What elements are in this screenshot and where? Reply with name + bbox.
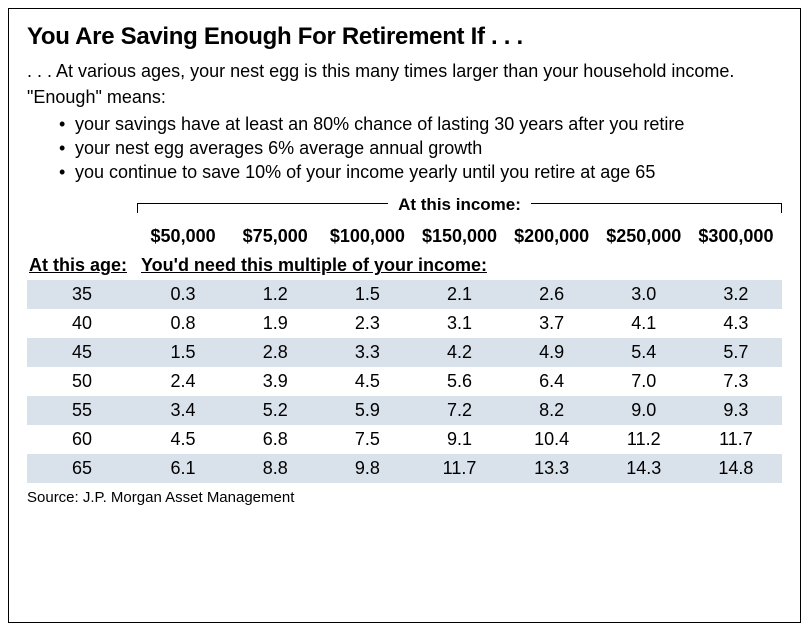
chart-title: You Are Saving Enough For Retirement If … <box>27 23 782 51</box>
savings-table: $50,000 $75,000 $100,000 $150,000 $200,0… <box>27 222 782 483</box>
value-cell: 5.9 <box>321 396 413 425</box>
value-cell: 5.2 <box>229 396 321 425</box>
value-cell: 0.8 <box>137 309 229 338</box>
value-cell: 6.8 <box>229 425 321 454</box>
value-cell: 9.0 <box>598 396 690 425</box>
age-cell: 40 <box>27 309 137 338</box>
value-cell: 9.1 <box>413 425 505 454</box>
income-col-header: $200,000 <box>506 222 598 251</box>
value-cell: 7.0 <box>598 367 690 396</box>
assumption-item: your savings have at least an 80% chance… <box>59 112 782 136</box>
value-cell: 9.8 <box>321 454 413 483</box>
value-cell: 14.8 <box>690 454 782 483</box>
value-cell: 4.1 <box>598 309 690 338</box>
value-cell: 5.4 <box>598 338 690 367</box>
income-col-header: $250,000 <box>598 222 690 251</box>
age-cell: 60 <box>27 425 137 454</box>
table-row: 451.52.83.34.24.95.45.7 <box>27 338 782 367</box>
value-cell: 2.3 <box>321 309 413 338</box>
value-cell: 3.0 <box>598 280 690 309</box>
enough-label: "Enough" means: <box>27 85 782 109</box>
value-cell: 6.4 <box>506 367 598 396</box>
value-cell: 3.7 <box>506 309 598 338</box>
intro-text: . . . At various ages, your nest egg is … <box>27 59 782 83</box>
assumption-item: you continue to save 10% of your income … <box>59 160 782 184</box>
value-cell: 5.6 <box>413 367 505 396</box>
value-cell: 8.2 <box>506 396 598 425</box>
age-cell: 45 <box>27 338 137 367</box>
value-cell: 8.8 <box>229 454 321 483</box>
value-cell: 10.4 <box>506 425 598 454</box>
value-cell: 2.6 <box>506 280 598 309</box>
value-cell: 4.9 <box>506 338 598 367</box>
income-header-rule: At this income: <box>137 198 782 218</box>
value-cell: 13.3 <box>506 454 598 483</box>
source-text: Source: J.P. Morgan Asset Management <box>27 489 782 506</box>
age-cell: 65 <box>27 454 137 483</box>
value-cell: 7.3 <box>690 367 782 396</box>
assumptions-list: your savings have at least an 80% chance… <box>27 112 782 185</box>
value-cell: 1.9 <box>229 309 321 338</box>
value-cell: 2.8 <box>229 338 321 367</box>
value-cell: 11.7 <box>690 425 782 454</box>
assumption-item: your nest egg averages 6% average annual… <box>59 136 782 160</box>
value-cell: 1.2 <box>229 280 321 309</box>
table-row: 350.31.21.52.12.63.03.2 <box>27 280 782 309</box>
income-col-header: $150,000 <box>413 222 505 251</box>
value-cell: 4.3 <box>690 309 782 338</box>
value-cell: 7.5 <box>321 425 413 454</box>
value-cell: 11.7 <box>413 454 505 483</box>
value-cell: 9.3 <box>690 396 782 425</box>
value-cell: 5.7 <box>690 338 782 367</box>
value-cell: 4.5 <box>137 425 229 454</box>
value-cell: 2.1 <box>413 280 505 309</box>
age-header-label: At this age: <box>27 251 137 280</box>
value-cell: 4.5 <box>321 367 413 396</box>
value-cell: 3.1 <box>413 309 505 338</box>
value-cell: 3.3 <box>321 338 413 367</box>
table-row: 400.81.92.33.13.74.14.3 <box>27 309 782 338</box>
table-row: 656.18.89.811.713.314.314.8 <box>27 454 782 483</box>
value-cell: 1.5 <box>321 280 413 309</box>
savings-table-wrap: At this income: $50,000 $75,000 $100,000… <box>27 198 782 483</box>
table-row: 502.43.94.55.66.47.07.3 <box>27 367 782 396</box>
value-cell: 14.3 <box>598 454 690 483</box>
value-cell: 3.4 <box>137 396 229 425</box>
value-cell: 3.2 <box>690 280 782 309</box>
value-cell: 11.2 <box>598 425 690 454</box>
income-col-header: $50,000 <box>137 222 229 251</box>
value-cell: 7.2 <box>413 396 505 425</box>
value-cell: 6.1 <box>137 454 229 483</box>
value-cell: 1.5 <box>137 338 229 367</box>
value-cell: 3.9 <box>229 367 321 396</box>
value-cell: 4.2 <box>413 338 505 367</box>
subheader-label: You'd need this multiple of your income: <box>137 251 782 280</box>
age-cell: 50 <box>27 367 137 396</box>
income-col-header: $100,000 <box>321 222 413 251</box>
income-col-header: $75,000 <box>229 222 321 251</box>
age-cell: 35 <box>27 280 137 309</box>
chart-frame: You Are Saving Enough For Retirement If … <box>8 8 801 623</box>
income-header-label: At this income: <box>388 195 531 215</box>
value-cell: 0.3 <box>137 280 229 309</box>
table-row: 553.45.25.97.28.29.09.3 <box>27 396 782 425</box>
value-cell: 2.4 <box>137 367 229 396</box>
income-col-header: $300,000 <box>690 222 782 251</box>
table-row: 604.56.87.59.110.411.211.7 <box>27 425 782 454</box>
age-cell: 55 <box>27 396 137 425</box>
table-body: 350.31.21.52.12.63.03.2400.81.92.33.13.7… <box>27 280 782 483</box>
